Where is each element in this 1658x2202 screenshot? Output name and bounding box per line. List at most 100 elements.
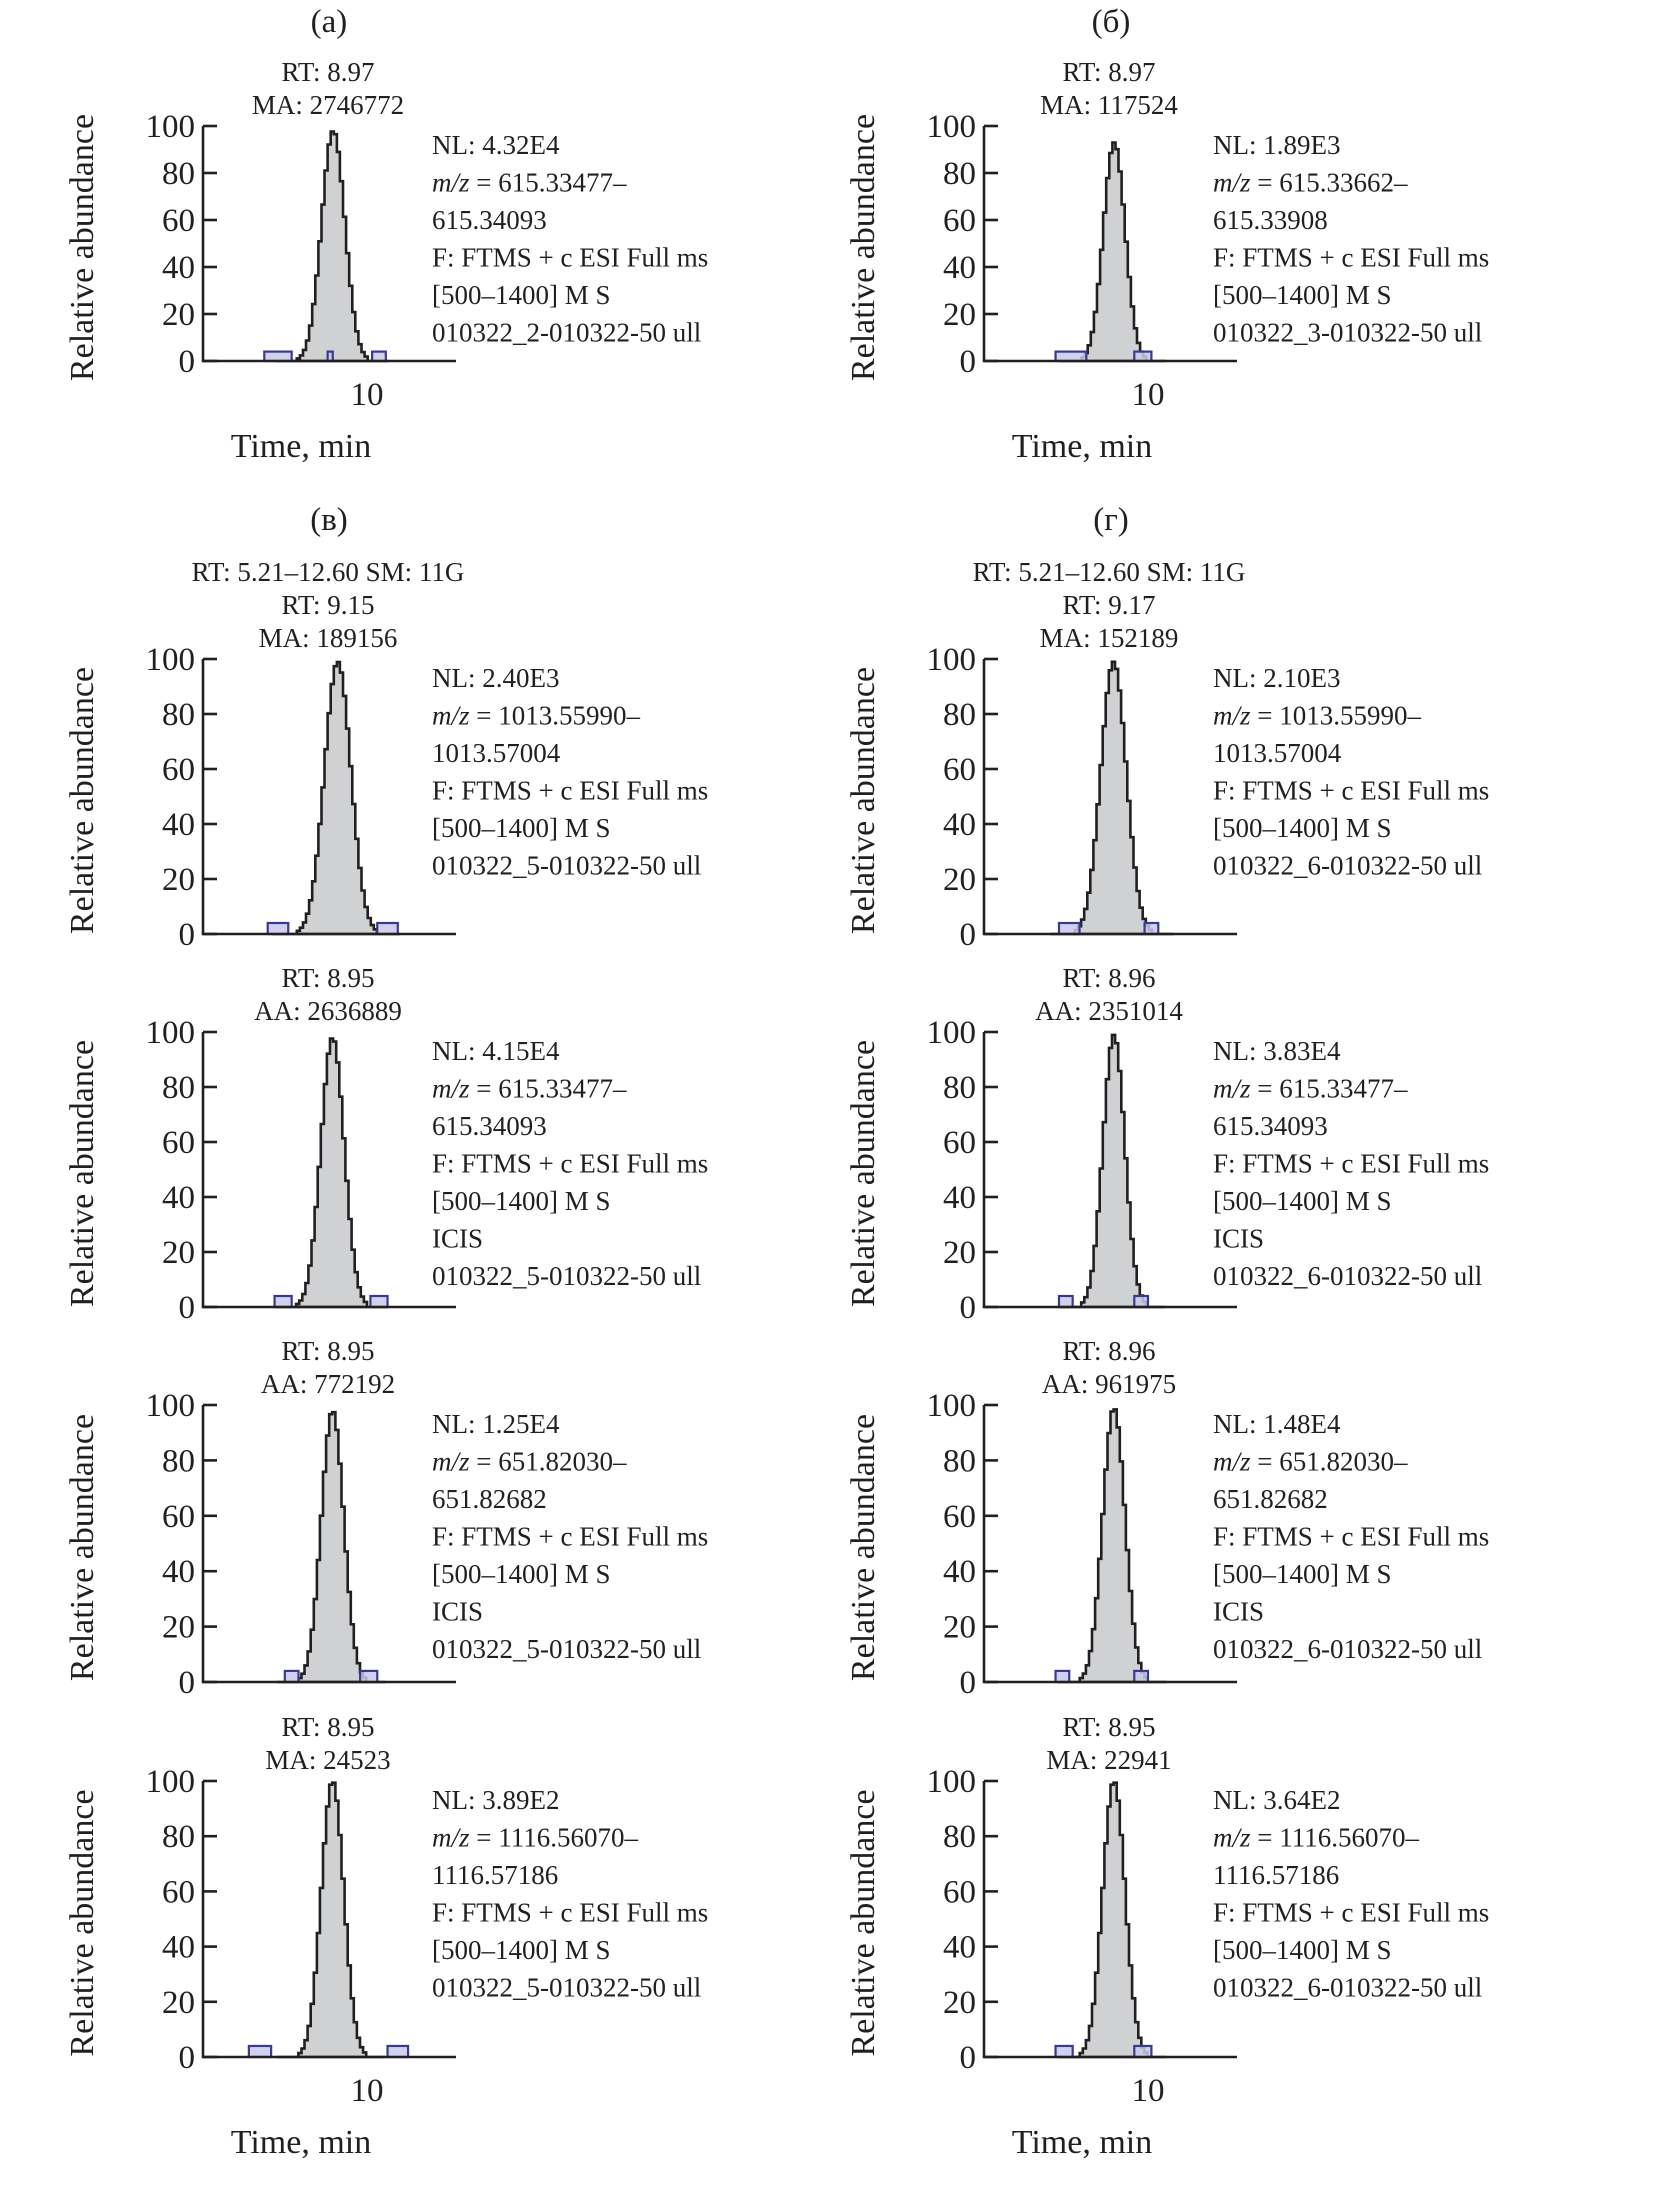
y-tick-label: 60 bbox=[162, 752, 195, 788]
chromatogram-7: 0 20 40 60 80 100 Relative abundance MA: 152189… bbox=[845, 557, 1489, 953]
area-label: MA: 189156 bbox=[259, 623, 398, 653]
info-line: 010322_5-010322-50 ull bbox=[432, 851, 701, 881]
peak-trace bbox=[1058, 1781, 1167, 2059]
y-tick-label: 80 bbox=[162, 697, 195, 733]
baseline-marker bbox=[359, 1669, 379, 1684]
retention-time-label: RT: 9.15 bbox=[281, 590, 374, 620]
info-line: F: FTMS + c ESI Full ms bbox=[432, 1522, 708, 1552]
y-tick-label: 20 bbox=[943, 1235, 976, 1271]
peak-trace bbox=[276, 1410, 386, 1684]
baseline-marker bbox=[1054, 1669, 1071, 1684]
x-tick-label: 10 bbox=[1131, 377, 1164, 413]
info-line: 615.33908 bbox=[1213, 205, 1328, 235]
rt-range-label: RT: 5.21–12.60 SM: 11G bbox=[192, 557, 465, 587]
y-tick-label: 60 bbox=[162, 1499, 195, 1535]
info-line: m/z = 615.33662– bbox=[1213, 168, 1408, 198]
y-tick-label: 40 bbox=[943, 1554, 976, 1590]
y-axis-label: Relative abundance bbox=[845, 1040, 882, 1307]
info-line: F: FTMS + c ESI Full ms bbox=[1213, 1522, 1489, 1552]
area-label: MA: 2746772 bbox=[252, 90, 404, 120]
chromatogram-9: 0 20 40 60 80 100 Relative abundance AA: 961975… bbox=[845, 1336, 1489, 1701]
y-tick-label: 20 bbox=[162, 1235, 195, 1271]
y-tick-label: 60 bbox=[162, 203, 195, 239]
y-tick-label: 0 bbox=[960, 917, 977, 953]
y-tick-label: 100 bbox=[927, 642, 977, 678]
retention-time-label: RT: 8.95 bbox=[1062, 1712, 1155, 1742]
info-line: 651.82682 bbox=[432, 1484, 547, 1514]
y-axis-label: Relative abundance bbox=[845, 1414, 882, 1681]
baseline-marker bbox=[1133, 350, 1153, 363]
baseline-marker bbox=[247, 2044, 273, 2059]
baseline-marker bbox=[1143, 921, 1160, 936]
info-line: NL: 2.40E3 bbox=[432, 663, 560, 693]
baseline-marker bbox=[1054, 2044, 1074, 2059]
info-line: NL: 2.10E3 bbox=[1213, 663, 1341, 693]
baseline-marker bbox=[369, 1294, 389, 1309]
info-line: 615.34093 bbox=[432, 1111, 547, 1141]
y-tick-label: 80 bbox=[943, 1443, 976, 1479]
chromatogram-10: 0 20 40 60 80 100 10 Time, min Relative abundanc… bbox=[845, 1712, 1489, 2161]
y-tick-label: 100 bbox=[146, 1015, 196, 1051]
y-tick-label: 40 bbox=[943, 1180, 976, 1216]
info-line: 615.34093 bbox=[1213, 1111, 1328, 1141]
y-tick-label: 80 bbox=[943, 1070, 976, 1106]
y-tick-label: 100 bbox=[146, 109, 196, 145]
y-tick-label: 0 bbox=[179, 917, 196, 953]
info-line: NL: 3.83E4 bbox=[1213, 1036, 1341, 1066]
area-label: MA: 117524 bbox=[1040, 90, 1178, 120]
info-line: [500–1400] M S bbox=[432, 1186, 611, 1216]
info-line: [500–1400] M S bbox=[432, 1935, 611, 1965]
info-line: F: FTMS + c ESI Full ms bbox=[432, 243, 708, 273]
y-tick-label: 80 bbox=[162, 1819, 195, 1855]
info-line: NL: 4.32E4 bbox=[432, 130, 560, 160]
baseline-marker bbox=[283, 1669, 300, 1684]
y-tick-label: 40 bbox=[162, 1554, 195, 1590]
x-tick-label: 10 bbox=[1131, 2073, 1164, 2109]
info-line: m/z = 651.82030– bbox=[1213, 1447, 1408, 1477]
y-axis-label: Relative abundance bbox=[64, 1414, 101, 1681]
info-line: 010322_5-010322-50 ull bbox=[432, 1261, 701, 1291]
info-line: F: FTMS + c ESI Full ms bbox=[432, 776, 708, 806]
info-line: 1116.57186 bbox=[1213, 1860, 1339, 1890]
area-label: AA: 2351014 bbox=[1035, 996, 1183, 1026]
chromatogram-6: 0 20 40 60 80 100 10 Time, min Relative abundanc… bbox=[64, 1712, 708, 2161]
y-tick-label: 20 bbox=[162, 862, 195, 898]
y-tick-label: 0 bbox=[179, 344, 196, 380]
chromatogram-5: 0 20 40 60 80 100 Relative abundance AA: 772192… bbox=[64, 1336, 708, 1701]
info-line: m/z = 615.33477– bbox=[432, 1074, 627, 1104]
x-tick-label: 10 bbox=[350, 377, 383, 413]
y-tick-label: 60 bbox=[943, 1125, 976, 1161]
info-line: 1013.57004 bbox=[432, 738, 561, 768]
y-tick-label: 20 bbox=[943, 297, 976, 333]
info-line: [500–1400] M S bbox=[432, 813, 611, 843]
y-tick-label: 0 bbox=[179, 1665, 196, 1701]
peak-trace bbox=[274, 1037, 388, 1309]
info-line: F: FTMS + c ESI Full ms bbox=[432, 1898, 708, 1928]
info-line: m/z = 651.82030– bbox=[432, 1447, 627, 1477]
area-label: MA: 152189 bbox=[1040, 623, 1179, 653]
rt-range-label: RT: 5.21–12.60 SM: 11G bbox=[973, 557, 1246, 587]
y-tick-label: 20 bbox=[162, 1610, 195, 1646]
y-tick-label: 40 bbox=[162, 250, 195, 286]
baseline-marker bbox=[376, 921, 399, 936]
y-tick-label: 80 bbox=[943, 156, 976, 192]
y-tick-label: 40 bbox=[162, 807, 195, 843]
chromatogram-1: 0 20 40 60 80 100 10 Time, min Relative abundanc… bbox=[64, 57, 708, 465]
y-tick-label: 20 bbox=[162, 297, 195, 333]
info-line: m/z = 615.33477– bbox=[432, 168, 627, 198]
y-tick-label: 100 bbox=[927, 109, 977, 145]
x-axis-label: Time, min bbox=[1012, 2124, 1152, 2161]
baseline-marker bbox=[386, 2044, 410, 2059]
panel-label-a: (a) bbox=[311, 4, 348, 40]
info-line: F: FTMS + c ESI Full ms bbox=[1213, 243, 1489, 273]
info-line: 010322_2-010322-50 ull bbox=[432, 318, 701, 348]
info-line: 010322_6-010322-50 ull bbox=[1213, 1973, 1482, 2003]
x-axis-label: Time, min bbox=[231, 2124, 371, 2161]
chromatogram-2: 0 20 40 60 80 100 10 Time, min Relative abundanc… bbox=[845, 57, 1489, 465]
y-axis-label: Relative abundance bbox=[64, 114, 101, 381]
y-tick-label: 0 bbox=[960, 344, 977, 380]
y-tick-label: 60 bbox=[943, 1874, 976, 1910]
baseline-marker bbox=[1057, 921, 1081, 936]
y-tick-label: 0 bbox=[179, 2040, 196, 2076]
info-line: m/z = 1013.55990– bbox=[432, 701, 640, 731]
